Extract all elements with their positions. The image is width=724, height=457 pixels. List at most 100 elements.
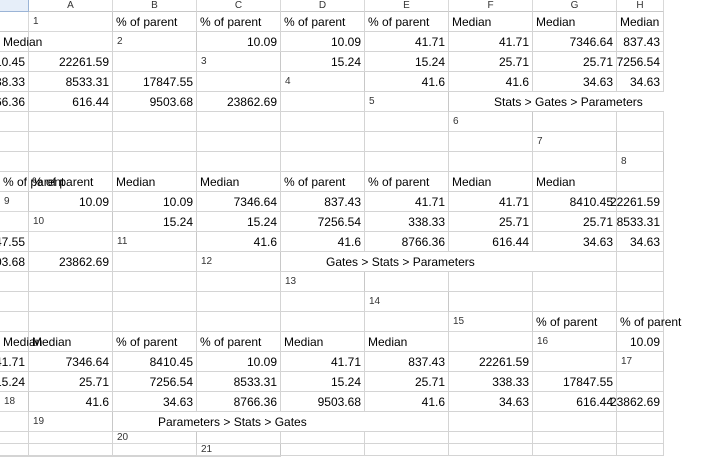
cell[interactable] <box>449 412 533 432</box>
cell-g1[interactable]: Median <box>617 12 664 32</box>
cell-g14[interactable] <box>197 312 281 332</box>
cell-b3[interactable]: 15.24 <box>365 52 449 72</box>
row-header[interactable]: 13 <box>281 272 365 292</box>
cell-f1[interactable]: Median <box>533 12 617 32</box>
cell-g6[interactable] <box>281 132 365 152</box>
cell-a13[interactable] <box>365 272 449 292</box>
cell[interactable] <box>617 252 664 272</box>
cell-c2[interactable]: 41.71 <box>365 32 449 52</box>
cell[interactable] <box>0 112 29 132</box>
cell-h8[interactable]: Median <box>533 172 617 192</box>
cell-a10[interactable]: 15.24 <box>113 212 197 232</box>
cell-a8[interactable]: % of parent <box>0 172 64 192</box>
cell-partial[interactable] <box>113 252 197 272</box>
row-header[interactable]: 11 <box>113 232 197 252</box>
cell-partial[interactable] <box>365 112 449 132</box>
cell-e9[interactable]: 41.71 <box>365 192 449 212</box>
cell-b6[interactable] <box>617 112 664 132</box>
cell[interactable] <box>0 272 29 292</box>
cell-d1[interactable]: % of parent <box>365 12 449 32</box>
cell-g2[interactable]: 8410.45 <box>0 52 29 72</box>
cell-h2[interactable]: 22261.59 <box>29 52 113 72</box>
row-header[interactable]: 5 <box>365 92 449 112</box>
cell-b16[interactable]: 41.71 <box>0 352 29 372</box>
cell-partial[interactable] <box>0 412 29 432</box>
row-header[interactable]: 21 <box>197 444 281 456</box>
cell-e4[interactable]: 8766.36 <box>0 92 29 112</box>
cell-partial[interactable] <box>113 444 197 456</box>
column-header-e[interactable]: E <box>365 0 449 12</box>
cell-a15[interactable]: % of parent <box>533 312 617 332</box>
cell-e14[interactable] <box>29 312 113 332</box>
select-all-corner[interactable] <box>0 0 29 12</box>
cell-partial[interactable] <box>29 232 113 252</box>
cell-c18[interactable]: 8766.36 <box>197 392 281 412</box>
cell-h13[interactable] <box>197 292 281 312</box>
cell-b7[interactable] <box>0 152 29 172</box>
column-header-b[interactable]: B <box>113 0 197 12</box>
row-header[interactable]: 18 <box>0 392 29 412</box>
cell-g18[interactable]: 616.44 <box>533 392 617 412</box>
cell-h14[interactable] <box>281 312 365 332</box>
cell-c8[interactable]: Median <box>113 172 197 192</box>
column-header-c[interactable]: C <box>197 0 281 12</box>
row-header[interactable]: 6 <box>449 112 533 132</box>
cell-partial[interactable] <box>197 72 281 92</box>
section-label-cell[interactable]: Stats > Gates > Parameters <box>449 92 664 112</box>
cell-h20[interactable] <box>29 444 113 456</box>
cell-g20[interactable] <box>0 444 29 456</box>
row-header[interactable]: 16 <box>533 332 617 352</box>
cell-h15[interactable]: Median <box>365 332 449 352</box>
cell-e2[interactable]: 7346.64 <box>533 32 617 52</box>
cell-partial[interactable] <box>281 92 365 112</box>
cell-f20[interactable] <box>617 432 664 444</box>
cell-g13[interactable] <box>113 292 197 312</box>
section-label-cell[interactable]: Gates > Stats > Parameters <box>281 252 533 272</box>
cell-c1[interactable]: % of parent <box>281 12 365 32</box>
cell-partial[interactable] <box>533 352 617 372</box>
cell-f7[interactable] <box>281 152 365 172</box>
row-header[interactable]: 10 <box>29 212 113 232</box>
cell-partial[interactable] <box>533 152 617 172</box>
cell-c4[interactable]: 34.63 <box>533 72 617 92</box>
cell[interactable] <box>113 112 197 132</box>
cell-c13[interactable] <box>533 272 617 292</box>
row-header[interactable]: 17 <box>617 352 664 372</box>
cell-c15[interactable]: Median <box>0 332 42 352</box>
cell-g9[interactable]: 8410.45 <box>533 192 617 212</box>
cell-partial[interactable] <box>29 32 113 52</box>
cell-h6[interactable] <box>365 132 449 152</box>
cell-b21[interactable] <box>365 444 449 456</box>
cell[interactable] <box>29 112 113 132</box>
cell-b11[interactable]: 41.6 <box>281 232 365 252</box>
cell-b14[interactable] <box>533 292 617 312</box>
cell-f14[interactable] <box>113 312 197 332</box>
cell-g15[interactable]: Median <box>281 332 365 352</box>
cell-f17[interactable]: 25.71 <box>365 372 449 392</box>
cell-a2[interactable]: 10.09 <box>197 32 281 52</box>
cell-a3[interactable]: 15.24 <box>281 52 365 72</box>
cell-f11[interactable]: 34.63 <box>617 232 664 252</box>
cell-e16[interactable]: 10.09 <box>197 352 281 372</box>
cell-g10[interactable]: 8533.31 <box>617 212 664 232</box>
row-header[interactable]: 2 <box>113 32 197 52</box>
row-header[interactable]: 14 <box>365 292 449 312</box>
cell-c17[interactable]: 7256.54 <box>113 372 197 392</box>
column-header-h[interactable]: H <box>617 0 664 12</box>
cell-d6[interactable] <box>29 132 113 152</box>
cell-a6[interactable] <box>533 112 617 132</box>
column-header-partial[interactable] <box>0 12 29 32</box>
cell-e15[interactable]: % of parent <box>113 332 197 352</box>
cell[interactable] <box>365 412 449 432</box>
cell[interactable] <box>533 412 617 432</box>
cell-c6[interactable] <box>0 132 29 152</box>
cell-b20[interactable] <box>281 432 365 444</box>
cell-c16[interactable]: 7346.64 <box>29 352 113 372</box>
cell-a20[interactable] <box>197 432 281 444</box>
cell-d21[interactable] <box>533 444 617 456</box>
cell-a14[interactable] <box>449 292 533 312</box>
cell-c21[interactable] <box>449 444 533 456</box>
cell-partial[interactable] <box>617 372 664 392</box>
cell-d20[interactable] <box>449 432 533 444</box>
